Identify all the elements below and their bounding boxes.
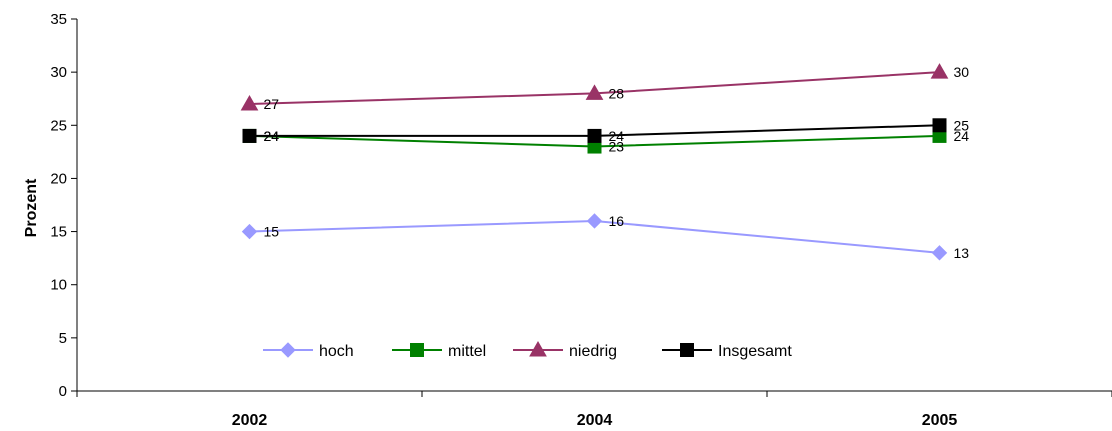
- data-point-hoch: [586, 213, 603, 229]
- series-layer: [240, 63, 949, 261]
- legend-label-insgesamt: Insgesamt: [718, 343, 792, 360]
- y-tick-label: 20: [50, 170, 67, 187]
- data-label-mittel: 24: [954, 128, 970, 144]
- data-point-insgesamt: [932, 118, 947, 133]
- legend-label-mittel: mittel: [448, 343, 486, 360]
- data-point-niedrig: [240, 95, 259, 111]
- y-tick-label: 0: [59, 383, 67, 400]
- y-tick-label: 5: [59, 330, 67, 347]
- data-point-hoch: [241, 223, 258, 240]
- data-label-insgesamt: 25: [954, 117, 970, 133]
- legend-marker-hoch: [280, 342, 296, 358]
- data-point-hoch: [931, 245, 948, 261]
- data-label-hoch: 16: [609, 213, 625, 229]
- data-point-niedrig: [585, 84, 604, 100]
- data-label-hoch: 13: [954, 245, 970, 261]
- x-category-label: 2004: [577, 412, 613, 429]
- y-tick-label: 10: [50, 277, 67, 294]
- x-category-label: 2005: [922, 412, 958, 429]
- data-label-mittel: 24: [264, 128, 280, 144]
- y-tick-label: 30: [50, 64, 67, 81]
- y-tick-label: 15: [50, 224, 67, 241]
- legend: hoch mittel niedrig Insgesamt: [263, 340, 792, 360]
- data-label-hoch: 15: [264, 224, 280, 240]
- legend-label-niedrig: niedrig: [569, 343, 617, 360]
- data-label-insgesamt: 24: [264, 128, 280, 144]
- legend-marker-insgesamt: [680, 343, 694, 357]
- y-tick-label: 35: [50, 11, 67, 28]
- data-label-insgesamt: 24: [609, 128, 625, 144]
- y-axis-title: Prozent: [23, 178, 40, 237]
- data-label-niedrig: 30: [954, 64, 970, 80]
- x-category-label: 2002: [232, 412, 268, 429]
- legend-label-hoch: hoch: [319, 343, 354, 360]
- data-point-insgesamt: [242, 128, 257, 143]
- data-label-niedrig: 28: [609, 85, 625, 101]
- axes: 0 5 10 15 20 25 30 35 2002 2004 2005: [50, 11, 1112, 429]
- data-label-niedrig: 27: [264, 96, 280, 112]
- legend-marker-mittel: [410, 343, 424, 357]
- y-tick-label: 25: [50, 117, 67, 134]
- legend-marker-niedrig: [529, 340, 547, 357]
- data-point-niedrig: [930, 63, 949, 79]
- data-label-mittel: 23: [609, 139, 625, 155]
- data-point-insgesamt: [587, 128, 602, 143]
